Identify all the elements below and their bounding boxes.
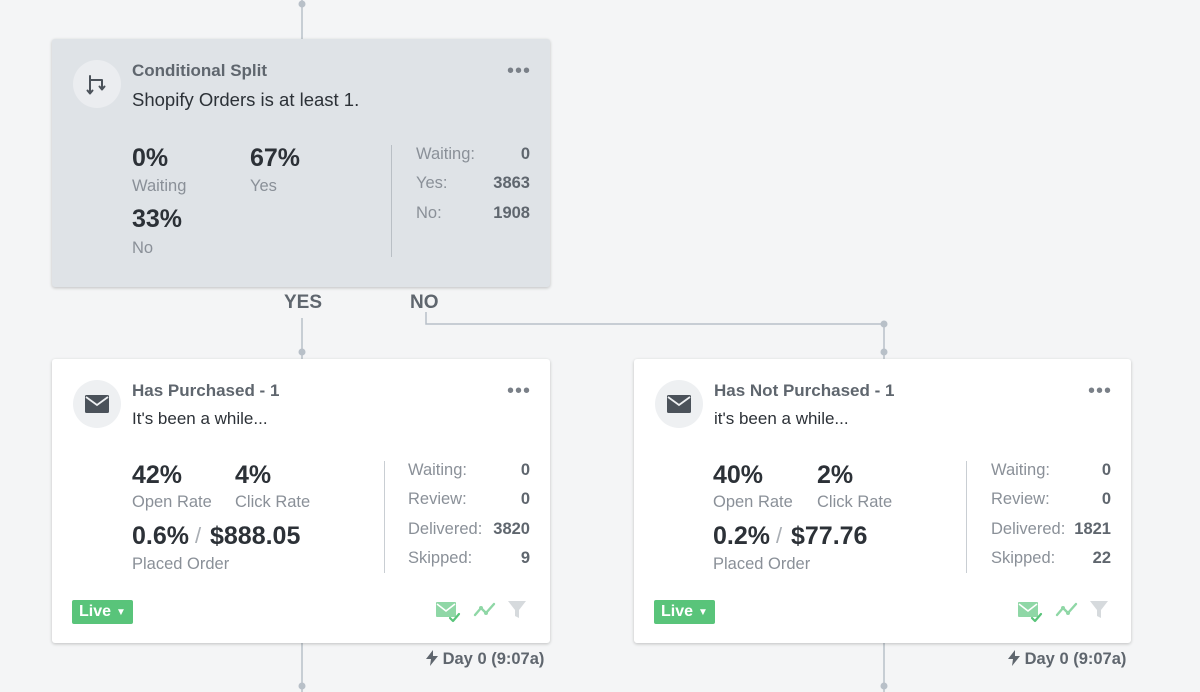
click-rate-value: 2% [817,461,854,489]
click-rate-label: Click Rate [235,493,311,511]
more-options-icon[interactable]: ••• [1088,380,1113,402]
delay-label-right: Day 0 (9:07a) [1008,650,1126,669]
email-title: Has Not Purchased - 1 [714,381,895,400]
email-subject: it's been a while... [714,409,849,428]
waiting-label: Waiting [132,177,187,195]
more-options-icon[interactable]: ••• [507,60,532,82]
caret-down-icon: ▼ [698,606,708,618]
split-condition: Shopify Orders is at least 1. [132,89,360,110]
live-status-dropdown[interactable]: Live ▼ [654,600,715,624]
email-title: Has Purchased - 1 [132,381,280,400]
mail-check-icon[interactable] [1017,600,1043,624]
trend-icon[interactable] [473,600,497,620]
click-rate-label: Click Rate [817,493,893,511]
trend-icon[interactable] [1055,600,1079,620]
no-percent: 33% [132,205,183,233]
delay-text: Day 0 (9:07a) [1024,650,1127,668]
more-options-icon[interactable]: ••• [507,380,532,402]
status-label: Live [79,603,112,620]
placed-order-revenue: $77.76 [791,522,868,550]
live-status-dropdown[interactable]: Live ▼ [72,600,133,624]
open-rate-label: Open Rate [132,493,212,511]
status-label: Live [661,603,694,620]
stats-divider [384,461,385,573]
caret-down-icon: ▼ [116,606,126,618]
split-title: Conditional Split [132,61,268,80]
value-separator: / [195,523,202,548]
branch-yes-label: YES [284,292,323,313]
stats-divider [391,145,392,257]
no-label: No [132,239,154,257]
delay-label-left: Day 0 (9:07a) [426,650,544,669]
delay-text: Day 0 (9:07a) [442,650,545,668]
lightning-icon [426,650,438,666]
email-subject: It's been a while... [132,409,268,428]
funnel-icon[interactable] [1089,600,1109,620]
lightning-icon [1008,650,1020,666]
open-rate-value: 40% [713,461,764,489]
branch-no-label: NO [410,292,439,313]
placed-order-rate: 0.2% [713,522,770,550]
open-rate-label: Open Rate [713,493,793,511]
yes-label: Yes [250,177,277,195]
mail-check-icon[interactable] [435,600,461,624]
envelope-icon [655,380,703,428]
email-card-has-not-purchased[interactable]: Has Not Purchased - 1 it's been a while.… [634,359,1131,643]
stats-divider [966,461,967,573]
funnel-icon[interactable] [507,600,527,620]
yes-percent: 67% [250,144,301,172]
placed-order-revenue: $888.05 [210,522,301,550]
waiting-percent: 0% [132,144,169,172]
split-arrows-icon [73,60,121,108]
email-card-has-purchased[interactable]: Has Purchased - 1 It's been a while... •… [52,359,550,643]
placed-order-label: Placed Order [713,555,811,573]
envelope-icon [73,380,121,428]
conditional-split-card[interactable]: Conditional Split Shopify Orders is at l… [52,39,550,287]
placed-order-label: Placed Order [132,555,230,573]
click-rate-value: 4% [235,461,272,489]
placed-order-rate: 0.6% [132,522,189,550]
value-separator: / [776,523,783,548]
open-rate-value: 42% [132,461,183,489]
